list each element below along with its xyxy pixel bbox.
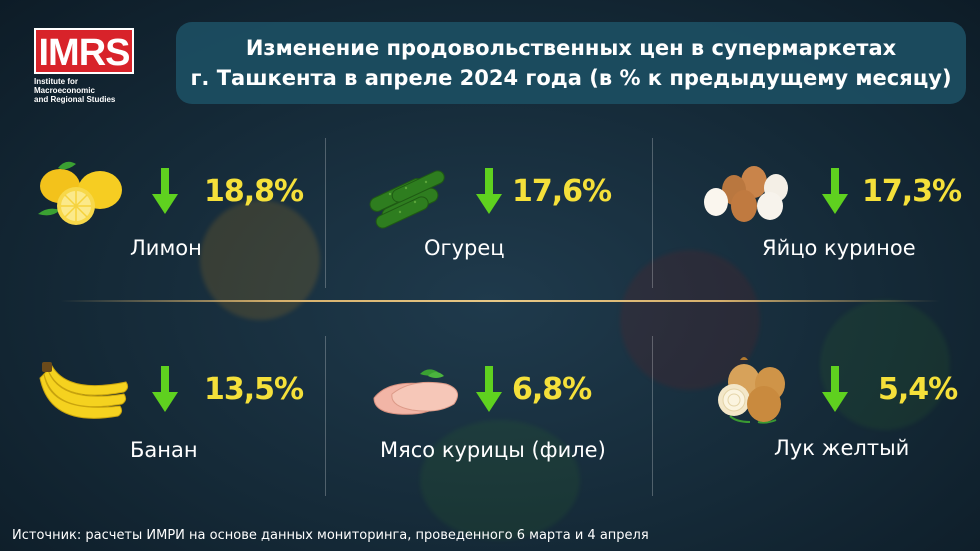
down-arrow-icon: [476, 168, 502, 214]
title-line-2: г. Ташкента в апреле 2024 года (в % к пр…: [190, 66, 952, 90]
price-change-value: 13,5%: [204, 372, 304, 407]
item-banana: 13,5% Банан: [26, 350, 352, 500]
lemon-icon: [38, 161, 122, 225]
down-arrow-icon: [152, 168, 178, 214]
down-arrow-icon: [476, 366, 502, 412]
title-line-1: Изменение продовольственных цен в суперм…: [245, 36, 897, 60]
price-change-value: 17,6%: [512, 174, 612, 209]
product-name: Лимон: [130, 236, 202, 260]
onion-icon: [718, 357, 785, 424]
title-banner: Изменение продовольственных цен в суперм…: [176, 22, 966, 104]
item-lemon: 18,8% Лимон: [26, 150, 352, 300]
chicken-fillet-icon: [373, 369, 459, 415]
product-name: Мясо курицы (филе): [380, 438, 606, 462]
row-divider: [60, 300, 940, 302]
item-cucumber: 17,6% Огурец: [352, 150, 678, 300]
background-decoration: [820, 300, 950, 430]
down-arrow-icon: [822, 366, 848, 412]
column-divider: [325, 138, 326, 288]
down-arrow-icon: [822, 168, 848, 214]
item-onion: 5,4% Лук желтый: [680, 350, 980, 500]
down-arrow-icon: [152, 366, 178, 412]
product-name: Яйцо куриное: [762, 236, 916, 260]
column-divider: [325, 336, 326, 496]
price-change-value: 18,8%: [204, 174, 304, 209]
product-name: Лук желтый: [774, 436, 910, 460]
price-change-value: 17,3%: [862, 174, 962, 209]
price-change-value: 5,4%: [878, 372, 958, 407]
column-divider: [652, 336, 653, 496]
source-note: Источник: расчеты ИМРИ на основе данных …: [12, 528, 649, 543]
product-name: Банан: [130, 438, 198, 462]
item-eggs: 17,3% Яйцо куриное: [680, 150, 980, 300]
background-decoration: [420, 420, 580, 540]
imrs-logo: IMRS Institute for Macroeconomic and Reg…: [34, 28, 134, 106]
item-chicken-fillet: 6,8% Мясо курицы (филе): [352, 350, 678, 500]
logo-subtitle-line2: and Regional Studies: [34, 95, 116, 104]
cucumber-icon: [369, 170, 445, 229]
price-change-value: 6,8%: [512, 372, 592, 407]
eggs-icon: [704, 166, 788, 222]
logo-subtitle: Institute for Macroeconomic and Regional…: [34, 77, 134, 104]
logo-mark: IMRS: [34, 28, 134, 74]
column-divider: [652, 138, 653, 288]
logo-subtitle-line1: Institute for Macroeconomic: [34, 77, 95, 95]
banana-icon: [39, 362, 129, 419]
product-name: Огурец: [424, 236, 505, 260]
